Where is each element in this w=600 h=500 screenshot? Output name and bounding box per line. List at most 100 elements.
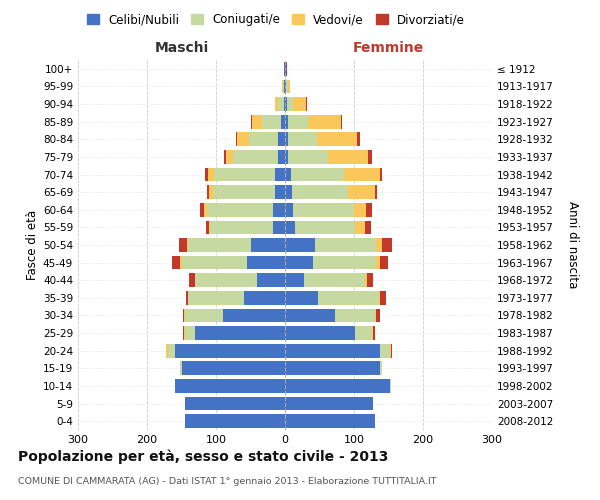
Bar xyxy=(187,291,188,304)
Bar xyxy=(206,220,209,234)
Bar xyxy=(295,220,355,234)
Bar xyxy=(182,362,285,375)
Bar xyxy=(355,220,365,234)
Bar xyxy=(196,274,257,287)
Bar xyxy=(285,396,373,410)
Bar xyxy=(289,150,328,164)
Bar xyxy=(285,344,380,358)
Bar xyxy=(194,274,196,287)
Bar xyxy=(374,308,376,322)
Bar xyxy=(249,132,278,146)
Bar xyxy=(272,203,285,216)
Bar xyxy=(285,203,293,216)
Bar xyxy=(390,379,391,393)
Bar xyxy=(318,291,379,304)
Bar xyxy=(293,203,354,216)
Bar xyxy=(285,132,289,146)
Bar xyxy=(285,238,316,252)
Bar xyxy=(285,220,295,234)
Bar xyxy=(376,308,380,322)
Bar xyxy=(251,238,285,252)
Bar xyxy=(365,274,367,287)
Bar xyxy=(317,132,358,146)
Bar xyxy=(179,238,187,252)
Bar xyxy=(183,326,184,340)
Bar xyxy=(208,168,214,181)
Bar xyxy=(278,132,285,146)
Bar xyxy=(223,308,285,322)
Bar xyxy=(380,291,386,304)
Bar xyxy=(262,115,281,128)
Bar xyxy=(391,344,392,358)
Text: COMUNE DI CAMMARATA (AG) - Dati ISTAT 1° gennaio 2013 - Elaborazione TUTTITALIA.: COMUNE DI CAMMARATA (AG) - Dati ISTAT 1°… xyxy=(18,478,437,486)
Bar xyxy=(354,203,367,216)
Bar xyxy=(293,97,307,111)
Bar xyxy=(380,344,390,358)
Bar xyxy=(172,256,180,270)
Bar xyxy=(376,256,380,270)
Bar xyxy=(247,256,285,270)
Bar xyxy=(358,132,359,146)
Bar xyxy=(188,291,244,304)
Bar xyxy=(182,256,247,270)
Bar xyxy=(275,168,285,181)
Bar xyxy=(211,220,272,234)
Bar xyxy=(281,115,285,128)
Bar xyxy=(304,274,365,287)
Bar xyxy=(275,186,285,199)
Bar xyxy=(313,256,376,270)
Bar xyxy=(374,186,377,199)
Bar xyxy=(285,150,289,164)
Bar xyxy=(373,326,376,340)
Bar xyxy=(233,150,278,164)
Bar xyxy=(180,362,182,375)
Bar xyxy=(187,238,188,252)
Bar xyxy=(252,115,262,128)
Bar xyxy=(285,274,304,287)
Bar xyxy=(185,308,223,322)
Bar xyxy=(290,168,344,181)
Bar xyxy=(308,115,341,128)
Bar xyxy=(380,168,382,181)
Bar xyxy=(367,203,372,216)
Bar xyxy=(275,97,278,111)
Bar xyxy=(175,379,285,393)
Bar xyxy=(284,80,285,94)
Bar xyxy=(285,362,380,375)
Bar xyxy=(185,414,285,428)
Bar xyxy=(285,308,335,322)
Text: Maschi: Maschi xyxy=(154,40,209,54)
Bar xyxy=(205,168,208,181)
Bar xyxy=(292,186,349,199)
Bar xyxy=(284,97,285,111)
Bar xyxy=(237,132,249,146)
Bar xyxy=(207,186,209,199)
Bar xyxy=(209,186,212,199)
Bar xyxy=(382,238,392,252)
Bar xyxy=(272,220,285,234)
Bar xyxy=(372,326,373,340)
Bar xyxy=(341,115,342,128)
Bar xyxy=(286,62,287,76)
Bar xyxy=(355,326,372,340)
Bar xyxy=(282,80,283,94)
Bar xyxy=(185,326,196,340)
Bar xyxy=(212,186,275,199)
Bar xyxy=(316,238,376,252)
Bar xyxy=(214,168,275,181)
Bar xyxy=(257,274,285,287)
Bar xyxy=(285,97,287,111)
Bar xyxy=(365,220,371,234)
Bar xyxy=(285,414,374,428)
Bar xyxy=(286,80,288,94)
Bar xyxy=(184,308,185,322)
Text: Popolazione per età, sesso e stato civile - 2013: Popolazione per età, sesso e stato civil… xyxy=(18,450,388,464)
Bar xyxy=(226,150,233,164)
Bar xyxy=(224,150,226,164)
Bar xyxy=(285,62,286,76)
Bar xyxy=(200,203,203,216)
Bar xyxy=(285,80,286,94)
Legend: Celibi/Nubili, Coniugati/e, Vedovi/e, Divorziati/e: Celibi/Nubili, Coniugati/e, Vedovi/e, Di… xyxy=(82,8,470,31)
Bar xyxy=(285,168,290,181)
Bar xyxy=(285,326,355,340)
